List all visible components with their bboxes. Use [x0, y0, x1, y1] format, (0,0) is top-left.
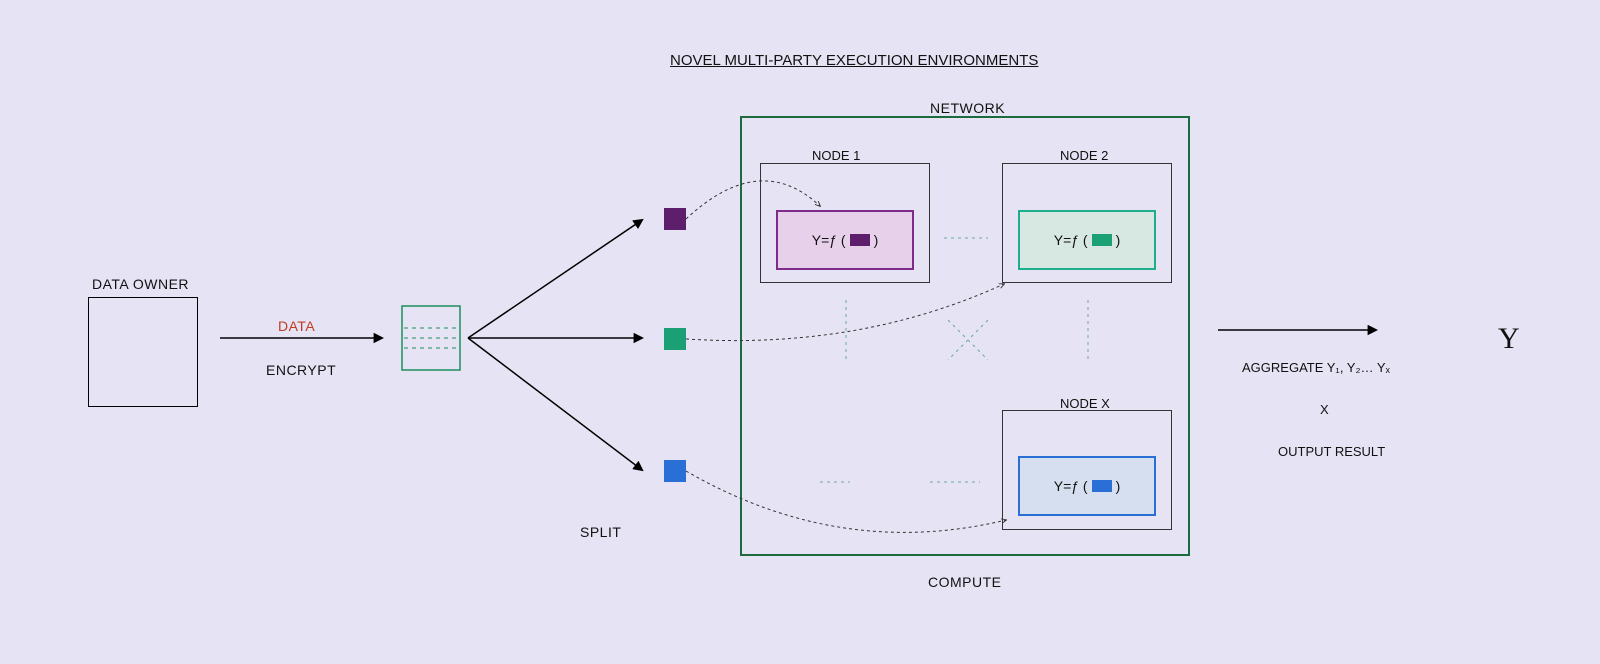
aggregate-label: AGGREGATE Y₁, Y₂… Yₓ: [1242, 360, 1390, 375]
shard-blue: [664, 460, 686, 482]
shard-teal: [664, 328, 686, 350]
split-label: SPLIT: [580, 524, 621, 540]
node-x-shard-icon: [1092, 480, 1112, 492]
data-owner-label: DATA OWNER: [92, 276, 189, 292]
node-1-label: NODE 1: [812, 148, 860, 163]
node-2-formula-prefix: Y=ƒ (: [1054, 232, 1088, 248]
node-2-inner: Y=ƒ ( ): [1018, 210, 1156, 270]
node-x-formula-prefix: Y=ƒ (: [1054, 478, 1088, 494]
x-label: X: [1320, 402, 1329, 417]
node-2-label: NODE 2: [1060, 148, 1108, 163]
shard-purple: [664, 208, 686, 230]
node-x-formula-suffix: ): [1116, 478, 1121, 494]
diagram-title: NOVEL MULTI-PARTY EXECUTION ENVIRONMENTS: [670, 52, 1038, 69]
data-owner-box: [88, 297, 198, 407]
split-arrow-0: [468, 220, 642, 338]
node-x-label: NODE X: [1060, 396, 1110, 411]
network-label: NETWORK: [930, 100, 1005, 116]
output-result-label: OUTPUT RESULT: [1278, 444, 1385, 459]
split-arrow-2: [468, 338, 642, 470]
node-1-shard-icon: [850, 234, 870, 246]
node-1-formula-prefix: Y=ƒ (: [812, 232, 846, 248]
node-1-formula-suffix: ): [874, 232, 879, 248]
node-2-shard-icon: [1092, 234, 1112, 246]
encrypted-data-box: [400, 304, 470, 384]
node-1-inner: Y=ƒ ( ): [776, 210, 914, 270]
encrypt-label: ENCRYPT: [266, 362, 336, 378]
result-y: Y: [1498, 322, 1520, 356]
node-x-inner: Y=ƒ ( ): [1018, 456, 1156, 516]
compute-label: COMPUTE: [928, 574, 1002, 590]
node-2-formula-suffix: ): [1116, 232, 1121, 248]
data-label: DATA: [278, 318, 315, 334]
